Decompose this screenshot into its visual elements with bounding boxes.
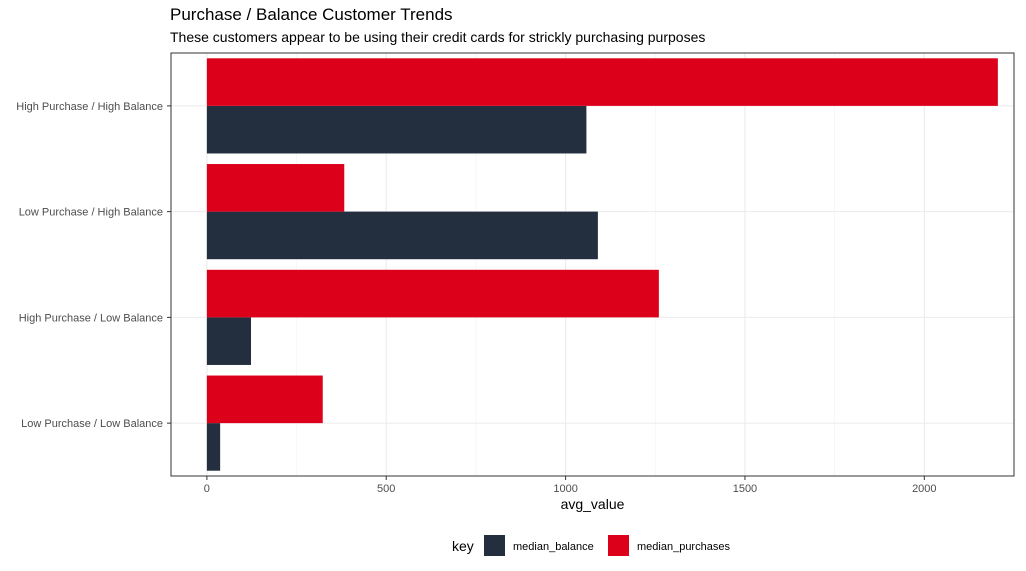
legend-label-median_balance: median_balance <box>513 541 594 553</box>
bar-median_purchases <box>206 164 345 212</box>
y-tick-label: High Purchase / Low Balance <box>19 312 163 324</box>
x-tick-label: 1500 <box>733 483 757 495</box>
chart-subtitle: These customers appear to be using their… <box>170 29 705 45</box>
bars <box>206 58 998 471</box>
chart-title: Purchase / Balance Customer Trends <box>170 5 453 24</box>
axes: 0 500 1000 1500 2000 High Purchase / High Bal… <box>16 101 936 495</box>
x-tick-label: 2000 <box>912 483 936 495</box>
x-tick-label: 500 <box>377 483 395 495</box>
y-tick-label: High Purchase / High Balance <box>16 101 163 113</box>
legend-key-median_balance <box>484 535 505 556</box>
bar-median_purchases <box>206 375 323 424</box>
legend-label-median_purchases: median_purchases <box>637 541 730 553</box>
legend-title: key <box>452 538 474 554</box>
plot-panel-border <box>170 52 1015 477</box>
bar-median_balance <box>206 211 598 260</box>
bar-median_balance <box>206 317 251 365</box>
bar-median_purchases <box>206 58 998 106</box>
y-tick-label: Low Purchase / Low Balance <box>21 418 163 430</box>
x-axis-title: avg_value <box>561 496 625 512</box>
legend: key median_balance median_purchases <box>452 535 730 556</box>
y-tick-label: Low Purchase / High Balance <box>19 207 163 219</box>
bar-median_balance <box>206 423 221 471</box>
x-tick-label: 1000 <box>553 483 577 495</box>
x-tick-label: 0 <box>204 483 210 495</box>
bar-median_purchases <box>206 269 659 318</box>
legend-key-median_purchases <box>608 535 629 556</box>
bar-median_balance <box>206 105 587 154</box>
